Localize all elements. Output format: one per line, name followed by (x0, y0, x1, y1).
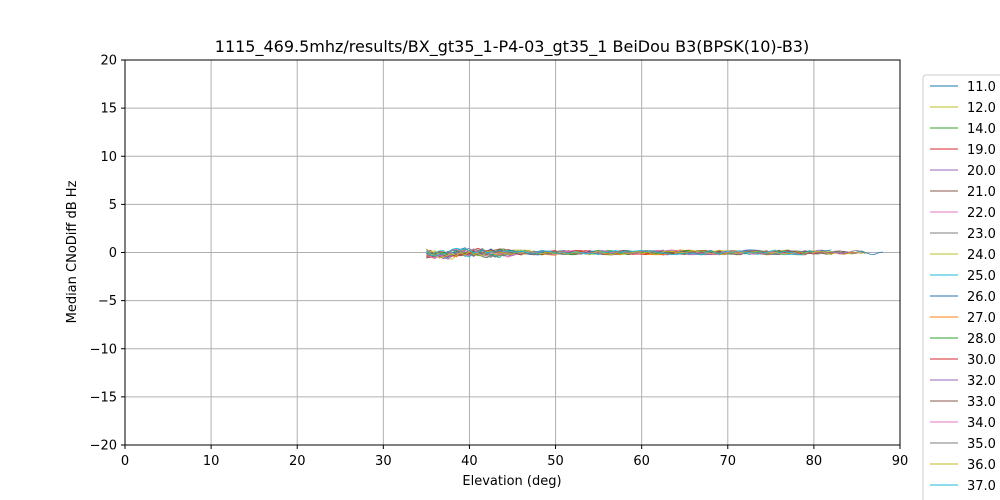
y-axis-label: Median CNoDiff dB Hz (65, 180, 80, 323)
x-tick-label: 20 (289, 454, 306, 469)
legend-label: 26.0 (967, 290, 996, 305)
legend-label: 20.0 (967, 164, 996, 179)
series-lines (426, 247, 883, 260)
legend-label: 35.0 (967, 437, 996, 452)
legend-label: 22.0 (967, 206, 996, 221)
legend-label: 36.0 (967, 458, 996, 473)
x-tick-label: 10 (203, 454, 220, 469)
legend-label: 23.0 (967, 227, 996, 242)
legend-label: 25.0 (967, 269, 996, 284)
x-tick-label: 0 (121, 454, 129, 469)
legend-label: 11.0 (967, 80, 996, 95)
x-tick-label: 50 (547, 454, 564, 469)
legend-label: 28.0 (967, 332, 996, 347)
x-tick-label: 70 (720, 454, 737, 469)
y-tick-label: 0 (109, 246, 117, 261)
y-tick-label: −15 (90, 390, 117, 405)
legend-label: 32.0 (967, 374, 996, 389)
legend-label: 37.0 (967, 479, 996, 494)
series-line (426, 247, 814, 257)
legend: 11.0 12.0 14.0 19.0 20.0 21.0 22.0 23.0 24.0 25.0… (922, 74, 1000, 500)
x-tick-label: 90 (892, 454, 909, 469)
x-tick-label: 80 (806, 454, 823, 469)
y-tick-label: 15 (100, 102, 117, 117)
x-tick-label: 40 (461, 454, 478, 469)
legend-label: 27.0 (967, 311, 996, 326)
legend-label: 14.0 (967, 122, 996, 137)
x-axis-ticks: 0 10 20 30 40 50 60 70 80 90 (121, 445, 908, 469)
y-tick-label: −10 (90, 342, 117, 357)
legend-box (922, 74, 1000, 500)
legend-label: 19.0 (967, 143, 996, 158)
chart-title: 1115_469.5mhz/results/BX_gt35_1-P4-03_gt… (215, 37, 809, 57)
legend-label: 33.0 (967, 395, 996, 410)
y-tick-label: −20 (90, 439, 117, 454)
y-tick-label: −5 (98, 294, 117, 309)
y-tick-label: 5 (109, 198, 117, 213)
y-tick-label: 20 (100, 54, 117, 69)
y-axis-ticks: −20 −15 −10 −5 0 5 10 15 20 (90, 54, 125, 454)
legend-label: 12.0 (967, 101, 996, 116)
legend-label: 21.0 (967, 185, 996, 200)
legend-label: 30.0 (967, 353, 996, 368)
x-tick-label: 30 (375, 454, 392, 469)
x-tick-label: 60 (633, 454, 650, 469)
legend-label: 24.0 (967, 248, 996, 263)
x-axis-label: Elevation (deg) (462, 474, 561, 489)
legend-items: 11.0 12.0 14.0 19.0 20.0 21.0 22.0 23.0 24.0 25.0… (930, 80, 996, 494)
y-tick-label: 10 (100, 150, 117, 165)
legend-label: 34.0 (967, 416, 996, 431)
